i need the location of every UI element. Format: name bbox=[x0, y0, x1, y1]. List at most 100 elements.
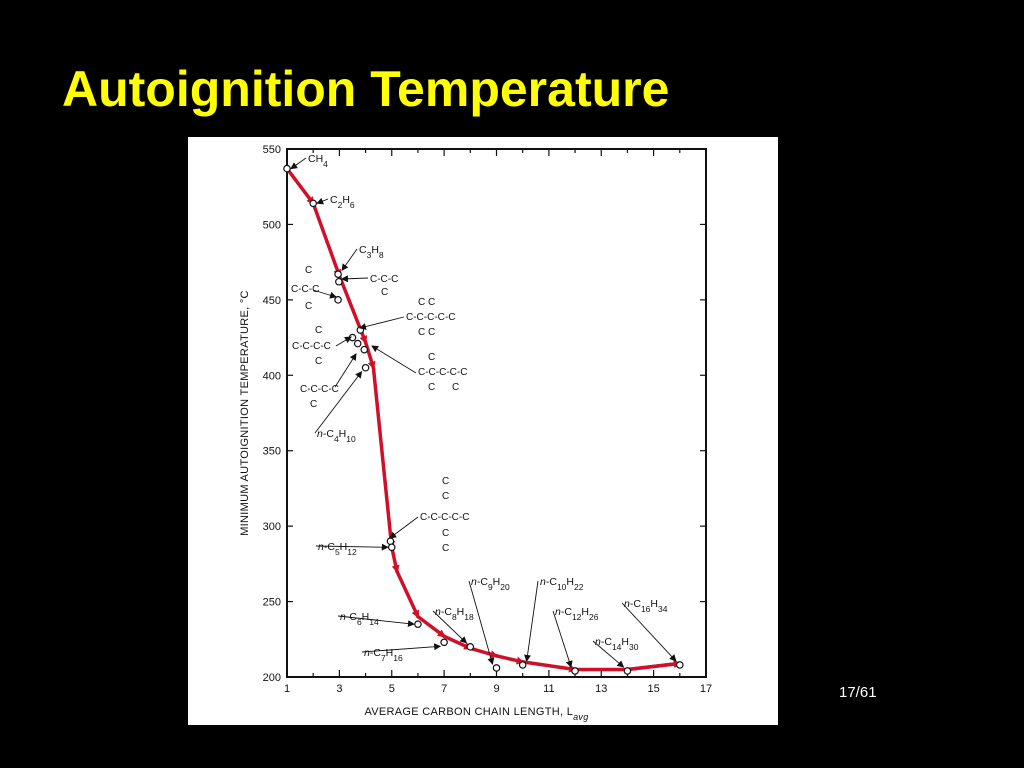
point-label: n-C10H22 bbox=[540, 576, 584, 592]
trend-line-end bbox=[627, 660, 682, 672]
structure-leader bbox=[389, 516, 419, 539]
trend-line-segment bbox=[468, 646, 499, 659]
chart-panel: 200 250 300 350 400 450 500 550 1 3 5 7 9 11 13 15 17 AVE… bbox=[188, 137, 778, 725]
plot-frame bbox=[286, 148, 707, 678]
trend-line-segment bbox=[363, 340, 376, 370]
trend-line-segment bbox=[442, 634, 473, 651]
x-tick-label: 17 bbox=[700, 683, 712, 695]
leader-line bbox=[337, 615, 415, 628]
structure-glyph: C bbox=[381, 287, 388, 298]
x-tick-label: 11 bbox=[543, 683, 554, 695]
structure-leader bbox=[359, 316, 405, 330]
structure-glyph: C bbox=[315, 325, 322, 336]
x-tick-label: 9 bbox=[493, 683, 499, 695]
structure-glyph: C bbox=[428, 382, 435, 393]
trend-line-segment bbox=[494, 654, 525, 665]
leader-line bbox=[621, 602, 677, 662]
structure-glyph: C bbox=[442, 528, 449, 539]
structure-glyph: C bbox=[452, 382, 459, 393]
x-axis-title: AVERAGE CARBON CHAIN LENGTH, Lavg bbox=[364, 706, 588, 722]
y-tick-label: 300 bbox=[263, 521, 281, 533]
data-point bbox=[335, 277, 343, 286]
slide-number: 17/61 bbox=[839, 684, 877, 701]
point-label: n-C5H12 bbox=[318, 541, 357, 557]
x-tick-label: 7 bbox=[441, 683, 447, 695]
data-point bbox=[334, 296, 342, 304]
data-point bbox=[361, 363, 370, 372]
trend-line-segment bbox=[311, 201, 342, 278]
point-label: n-C7H16 bbox=[364, 647, 403, 663]
leader-line bbox=[316, 197, 329, 205]
data-point bbox=[360, 345, 369, 354]
structure-leader bbox=[335, 336, 352, 347]
structure-glyph: C bbox=[305, 301, 312, 312]
trend-line-segment bbox=[416, 614, 446, 639]
structure-glyph: C bbox=[442, 476, 449, 487]
leader-line bbox=[592, 640, 625, 668]
data-point bbox=[440, 638, 448, 647]
data-point bbox=[518, 661, 527, 669]
structure-glyph: C C bbox=[418, 327, 435, 338]
structure-glyph: C bbox=[305, 265, 312, 276]
point-label: n-C14H30 bbox=[595, 636, 639, 652]
data-point bbox=[492, 664, 501, 672]
structure-glyph: C-C-C bbox=[291, 284, 319, 295]
data-point bbox=[623, 667, 632, 675]
structure-glyph: C-C-C-C bbox=[292, 341, 331, 352]
point-label: CH4 bbox=[308, 153, 328, 169]
trend-line-segment bbox=[390, 545, 400, 574]
trend-line-segment bbox=[371, 365, 396, 550]
leader-line bbox=[290, 157, 307, 170]
y-tick-label: 550 bbox=[263, 144, 281, 156]
trend-line-segment bbox=[285, 166, 315, 206]
data-point bbox=[571, 667, 579, 675]
leader-line bbox=[432, 610, 468, 644]
y-tick-label: 200 bbox=[263, 672, 281, 684]
data-point bbox=[414, 620, 422, 629]
structure-glyph: C C bbox=[418, 297, 435, 308]
point-label: n-C9H20 bbox=[471, 576, 510, 592]
x-tick-label: 3 bbox=[336, 683, 342, 695]
leader-line bbox=[341, 248, 358, 272]
trend-line-segment bbox=[520, 660, 578, 673]
point-label: n-C16H34 bbox=[624, 598, 668, 614]
point-label: C3H8 bbox=[359, 244, 384, 260]
x-tick-label: 13 bbox=[595, 683, 607, 695]
structure-leader bbox=[371, 345, 417, 374]
x-tick-label: 1 bbox=[284, 683, 290, 695]
structure-glyph: C-C-C-C-C bbox=[420, 512, 469, 523]
structure-glyph: C-C-C-C-C bbox=[418, 367, 467, 378]
x-tick-label: 5 bbox=[389, 683, 395, 695]
y-tick-label: 250 bbox=[263, 597, 281, 609]
point-label: n-C4H10 bbox=[317, 428, 356, 444]
data-point bbox=[309, 199, 317, 208]
structure-glyph: C-C-C-C bbox=[300, 384, 339, 395]
structure-leader bbox=[312, 289, 337, 299]
point-label: n-C12H26 bbox=[555, 606, 599, 622]
data-point bbox=[283, 164, 291, 173]
leader-line bbox=[468, 580, 495, 665]
leader-line bbox=[361, 643, 442, 653]
structure-glyph: C bbox=[310, 399, 317, 410]
data-point bbox=[466, 643, 475, 651]
slide-title: Autoignition Temperature bbox=[62, 61, 670, 117]
structure-glyph: C-C-C bbox=[370, 274, 398, 285]
leader-line bbox=[314, 370, 363, 434]
structure-glyph: C bbox=[442, 543, 449, 554]
y-tick-label: 450 bbox=[263, 295, 281, 307]
leader-line bbox=[315, 543, 389, 551]
point-label: C2H6 bbox=[330, 194, 355, 210]
structure-leader bbox=[341, 275, 369, 283]
leader-line bbox=[524, 580, 539, 662]
data-point bbox=[387, 543, 396, 552]
point-label: n-C8H18 bbox=[435, 606, 474, 622]
leader-line bbox=[552, 610, 573, 668]
trend-line-segment bbox=[395, 569, 420, 619]
y-tick-label: 400 bbox=[263, 370, 281, 382]
structure-glyph: C-C-C-C-C bbox=[406, 312, 455, 323]
y-tick-label: 500 bbox=[263, 219, 281, 231]
y-axis-title: MINIMUM AUTOIGNITION TEMPERATURE, °C bbox=[239, 290, 251, 536]
data-point bbox=[386, 537, 395, 546]
structure-glyph: C bbox=[442, 491, 449, 502]
